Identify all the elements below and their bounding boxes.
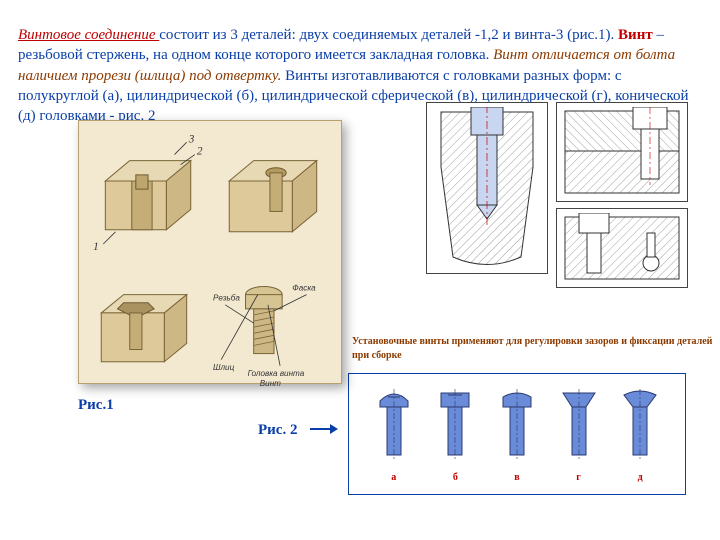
screw-a-label: а bbox=[391, 471, 396, 485]
fig1-tl: 3 2 1 bbox=[85, 127, 207, 255]
screw-c-label: в bbox=[514, 471, 519, 485]
arrow-icon bbox=[310, 424, 340, 434]
inset-drawing-1 bbox=[426, 102, 548, 274]
screw-b-label: б bbox=[453, 471, 458, 485]
callout-screw: Винт bbox=[260, 379, 281, 388]
screw-b: б bbox=[433, 387, 477, 485]
fig1-tr bbox=[213, 127, 335, 255]
callout-slot: Шлиц bbox=[213, 363, 235, 372]
fig1-br: Резьба Фаска Шлиц Головка винта Винт bbox=[213, 261, 335, 389]
term-screw-connection: Винтовое соединение bbox=[18, 27, 159, 43]
figure-2: а б в г bbox=[348, 373, 686, 495]
body-1: состоит из 3 деталей: двух соединяемых д… bbox=[159, 27, 618, 43]
screw-e: д bbox=[618, 387, 662, 485]
fig1-num-1: 1 bbox=[93, 241, 99, 253]
fig1-num-3: 3 bbox=[188, 133, 195, 145]
figure-1: 3 2 1 bbox=[78, 120, 342, 384]
callout-thread: Резьба bbox=[213, 294, 240, 303]
inset-drawing-3 bbox=[556, 208, 688, 288]
screw-e-label: д bbox=[638, 471, 643, 485]
screw-d: г bbox=[557, 387, 601, 485]
screw-a: а bbox=[372, 387, 416, 485]
callout-chamfer: Фаска bbox=[292, 284, 316, 293]
figure-2-label: Рис. 2 bbox=[258, 420, 297, 440]
inset-drawing-2 bbox=[556, 102, 688, 202]
figure-1-label: Рис.1 bbox=[78, 395, 114, 415]
assembly-note: Установочные винты применяют для регулир… bbox=[352, 335, 720, 362]
fig1-bl bbox=[85, 261, 207, 389]
term-screw: Винт bbox=[618, 27, 656, 43]
fig1-num-2: 2 bbox=[197, 146, 203, 158]
screw-c: в bbox=[495, 387, 539, 485]
screw-d-label: г bbox=[576, 471, 581, 485]
callout-head: Головка винта bbox=[248, 369, 305, 378]
